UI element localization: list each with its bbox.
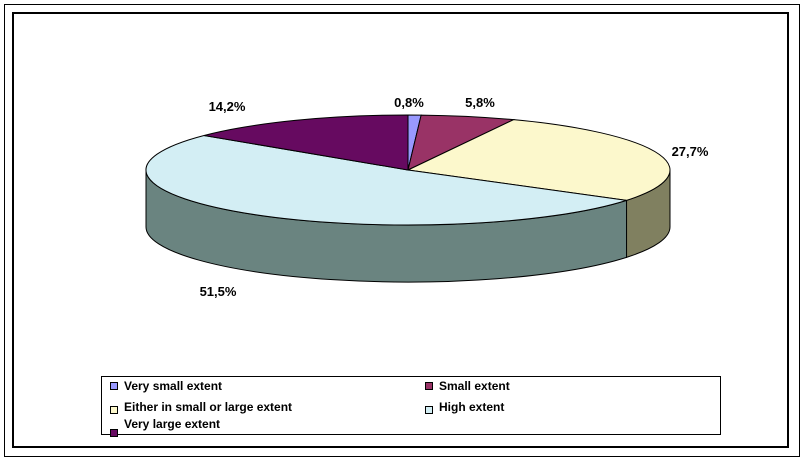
legend-swatch-very-large-extent [110, 429, 118, 437]
legend-item-high-extent: High extent [425, 400, 504, 414]
pie-top-faces [145, 114, 671, 226]
slice-value-label: 51,5% [200, 284, 237, 299]
legend-item-small-extent: Small extent [425, 379, 510, 393]
legend-swatch-small-extent [425, 382, 433, 390]
legend-label: Either in small or large extent [124, 400, 293, 414]
pie-slice-4 [203, 114, 409, 171]
legend-item-very-large-extent: Very large extent [110, 417, 221, 437]
slice-value-label: 5,8% [465, 95, 495, 110]
legend-item-either-small-or-large: Either in small or large extent [110, 400, 292, 414]
legend: Very small extent Small extent Either in… [101, 376, 721, 437]
legend-item-very-small-extent: Very small extent [110, 379, 222, 393]
legend-swatch-very-small-extent [110, 382, 118, 390]
slice-value-label: 14,2% [209, 99, 246, 114]
legend-label: Very small extent [124, 379, 223, 393]
legend-swatch-either-small-or-large [110, 406, 118, 414]
slice-value-label: 27,7% [672, 144, 709, 159]
slice-value-label: 0,8% [394, 95, 424, 110]
legend-label: Small extent [439, 379, 510, 393]
legend-swatch-high-extent [425, 406, 433, 414]
legend-label: Very large extent [124, 417, 221, 431]
legend-label: High extent [439, 400, 505, 414]
pie-slice-3 [145, 134, 627, 226]
pie-slice-2 [406, 119, 671, 201]
